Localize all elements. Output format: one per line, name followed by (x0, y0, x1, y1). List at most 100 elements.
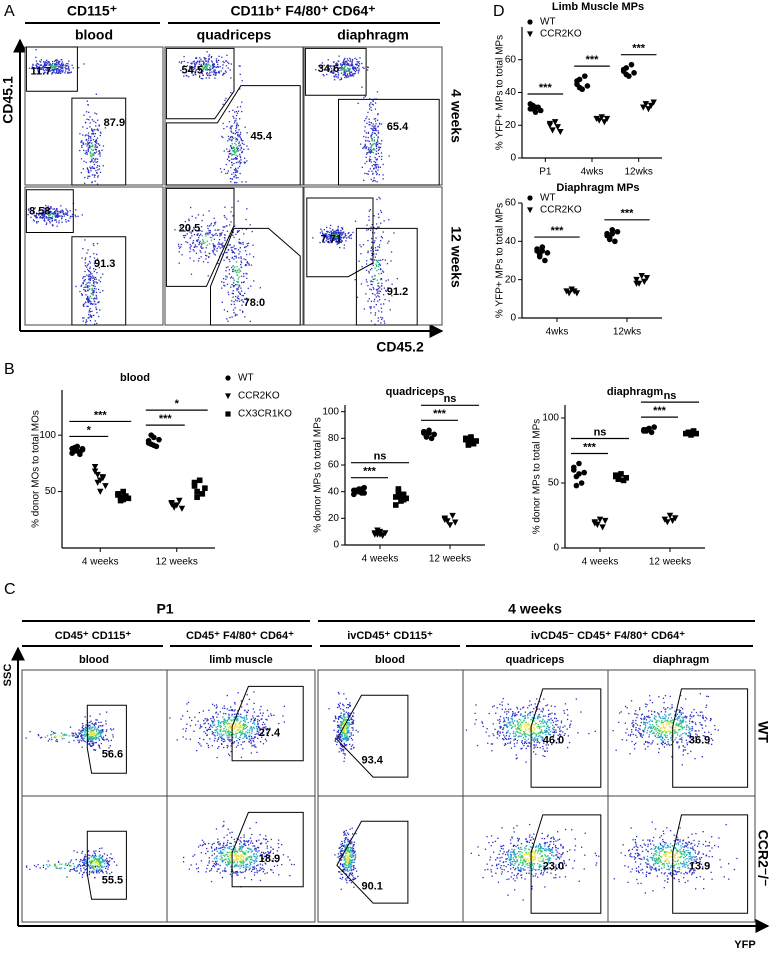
cell-dot (369, 124, 370, 125)
cell-dot (528, 742, 529, 743)
cell-dot (335, 737, 336, 738)
cell-dot (219, 239, 220, 240)
cell-dot (655, 729, 656, 730)
cell-dot (348, 232, 349, 233)
cell-dot (219, 235, 220, 236)
cell-dot (682, 717, 683, 718)
cell-dot (347, 704, 348, 705)
cell-dot (228, 718, 229, 719)
cell-dot (345, 66, 346, 67)
cell-dot (682, 733, 683, 734)
cell-dot (235, 128, 236, 129)
cell-dot (238, 713, 239, 714)
cell-dot (208, 56, 209, 57)
cell-dot (528, 731, 529, 732)
cell-dot (534, 737, 535, 738)
cell-dot (244, 736, 245, 737)
cell-dot (208, 233, 209, 234)
cell-dot (239, 242, 240, 243)
cell-dot (69, 742, 70, 743)
cell-dot (374, 125, 375, 126)
cell-dot (360, 144, 361, 145)
cell-dot (61, 63, 62, 64)
cell-dot (646, 719, 647, 720)
cell-dot (652, 733, 653, 734)
cell-dot (213, 725, 214, 726)
cell-dot (338, 61, 339, 62)
cell-dot (376, 151, 377, 152)
cell-dot (199, 62, 200, 63)
cell-dot (365, 293, 366, 294)
cell-dot (645, 717, 646, 718)
cell-dot (82, 248, 83, 249)
cell-dot (347, 64, 348, 65)
cell-dot (60, 205, 61, 206)
cell-dot (254, 711, 255, 712)
cell-dot (99, 166, 100, 167)
cell-dot (94, 141, 95, 142)
cell-dot (351, 238, 352, 239)
cell-dot (534, 720, 535, 721)
cell-dot (233, 265, 234, 266)
cell-dot (689, 729, 690, 730)
cell-dot (651, 714, 652, 715)
cell-dot (352, 67, 353, 68)
cell-dot (643, 731, 644, 732)
cell-dot (93, 727, 94, 728)
cell-dot (100, 277, 101, 278)
cell-dot (622, 739, 623, 740)
cell-dot (201, 231, 202, 232)
cell-dot (100, 722, 101, 723)
cell-dot (54, 737, 55, 738)
cell-dot (85, 731, 86, 732)
cell-dot (214, 78, 215, 79)
cell-dot (221, 281, 222, 282)
cell-dot (90, 122, 91, 123)
cell-dot (227, 747, 228, 748)
cell-dot (348, 60, 349, 61)
cell-dot (242, 244, 243, 245)
cell-dot (96, 323, 97, 324)
cell-dot (87, 142, 88, 143)
cell-dot (628, 713, 629, 714)
cell-dot (233, 282, 234, 283)
cell-dot (666, 720, 667, 721)
cell-dot (244, 718, 245, 719)
cell-dot (221, 721, 222, 722)
cell-dot (40, 61, 41, 62)
subgroup-header: ivCD45⁺ CD115⁺ (347, 630, 433, 642)
cell-dot (100, 725, 101, 726)
cell-dot (378, 217, 379, 218)
cell-dot (534, 728, 535, 729)
cell-dot (696, 712, 697, 713)
cell-dot (56, 71, 57, 72)
cell-dot (194, 250, 195, 251)
cell-dot (366, 157, 367, 158)
cell-dot (345, 75, 346, 76)
cell-dot (234, 176, 235, 177)
cell-dot (640, 736, 641, 737)
cell-dot (548, 714, 549, 715)
cell-dot (517, 731, 518, 732)
cell-dot (96, 868, 97, 869)
cell-dot (193, 260, 194, 261)
cell-dot (100, 172, 101, 173)
cell-dot (224, 705, 225, 706)
cell-dot (85, 143, 86, 144)
cell-dot (235, 157, 236, 158)
cell-dot (218, 737, 219, 738)
cell-dot (492, 743, 493, 744)
cell-dot (221, 726, 222, 727)
cell-dot (26, 737, 27, 738)
cell-dot (381, 283, 382, 284)
cell-dot (220, 722, 221, 723)
cell-dot (515, 713, 516, 714)
cell-dot (67, 68, 68, 69)
cell-dot (72, 733, 73, 734)
cell-dot (203, 720, 204, 721)
cell-dot (701, 725, 702, 726)
cell-dot (213, 235, 214, 236)
cell-dot (239, 118, 240, 119)
cell-dot (656, 733, 657, 734)
cell-dot (250, 224, 251, 225)
